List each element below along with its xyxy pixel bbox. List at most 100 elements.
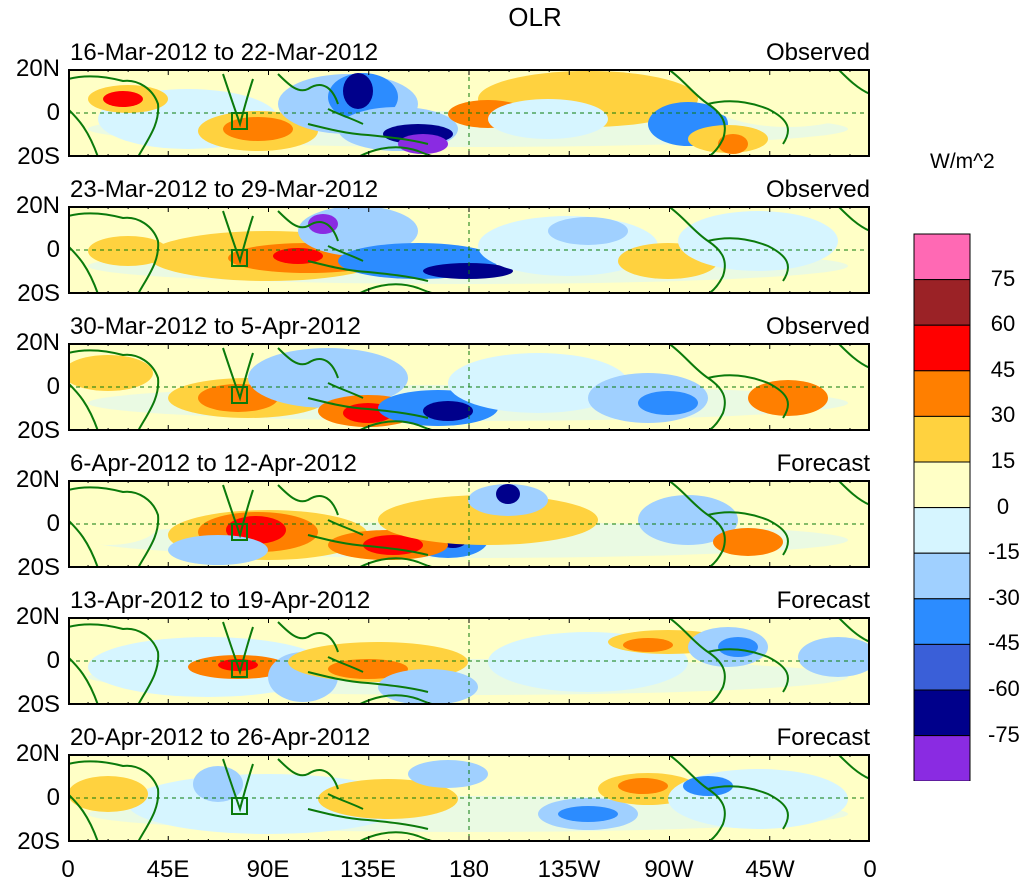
coastline-segment [837, 69, 870, 95]
coastline-segment [277, 484, 339, 516]
coastline-segment [837, 754, 870, 780]
panel-status-label: Forecast [776, 724, 870, 751]
olr-anomaly-contour [713, 528, 783, 556]
coastline-segment [68, 760, 160, 842]
latitude-label: 20N [15, 603, 60, 630]
coastline-segment [222, 347, 254, 402]
coastline-segment [707, 374, 789, 419]
panel-period-label: 23-Mar-2012 to 29-Mar-2012 [70, 176, 379, 203]
longitude-label: 0 [61, 856, 75, 883]
coastline-segment [222, 73, 254, 128]
panel-period-label: 13-Apr-2012 to 19-Apr-2012 [70, 587, 371, 614]
region-box-marker [231, 112, 248, 130]
coastline-segment [68, 108, 99, 157]
coastline-segment [707, 511, 789, 556]
colorbar-tick-label: 0 [996, 493, 1010, 519]
latitude-label: 0 [46, 647, 60, 674]
olr-map [68, 206, 870, 294]
latitude-label: 20S [17, 691, 60, 718]
olr-anomaly-contour [423, 263, 513, 279]
coastline-segment [837, 206, 870, 232]
coastline-segment [68, 382, 99, 431]
olr-anomaly-contour [718, 134, 748, 154]
region-box-marker [231, 386, 248, 404]
coastline-segment [837, 343, 870, 369]
olr-anomaly-contour [638, 495, 738, 545]
coastline-segment [68, 623, 160, 705]
colorbar-swatch [913, 279, 971, 326]
coastline-segment [327, 656, 364, 673]
latitude-label: 0 [46, 510, 60, 537]
coastline-segment [307, 671, 429, 693]
coastline-segment [707, 648, 789, 693]
longitude-label: 90E [246, 856, 290, 883]
olr-anomaly-contour [408, 760, 488, 788]
coastline-segment [68, 519, 99, 568]
olr-anomaly-contour [496, 484, 520, 504]
coastline-segment [68, 486, 160, 568]
coastline-segment [68, 75, 160, 157]
coastline-segment [667, 206, 726, 294]
coastline-segment [277, 621, 339, 653]
panel-period-label: 16-Mar-2012 to 22-Mar-2012 [70, 39, 379, 66]
coastline-segment [222, 758, 254, 813]
colorbar-swatch [913, 324, 971, 372]
colorbar-swatch [913, 552, 971, 600]
longitude-label: 45W [745, 856, 795, 883]
olr-anomaly-contour [398, 134, 448, 154]
olr-anomaly-contour [488, 99, 608, 139]
olr-panel-3: 30-Mar-2012 to 5-Apr-2012 Observed [68, 313, 870, 431]
coastline-segment [667, 754, 726, 842]
coastline-segment [307, 260, 429, 282]
coastline-segment [68, 656, 99, 705]
olr-anomaly-contour [68, 505, 158, 545]
longitude-label: 0 [863, 856, 877, 883]
coastline-segment [277, 73, 339, 105]
olr-panel-2: 23-Mar-2012 to 29-Mar-2012 Observed [68, 176, 870, 294]
longitude-label: 135E [339, 856, 397, 883]
olr-anomaly-contour [683, 776, 733, 796]
longitude-label: 180 [448, 856, 490, 883]
olr-anomaly-contour [378, 669, 478, 705]
coastline-segment [707, 100, 789, 145]
olr-map [68, 343, 870, 431]
colorbar-swatch [913, 233, 971, 281]
colorbar-tick-label: 30 [990, 402, 1016, 428]
latitude-label: 0 [46, 236, 60, 263]
region-box-marker [231, 660, 248, 678]
olr-anomaly-contour [328, 659, 408, 679]
olr-anomaly-contour [638, 391, 698, 415]
olr-anomaly-contour [748, 380, 828, 416]
longitude-label: 135W [537, 856, 601, 883]
colorbar-tick-label: -45 [988, 630, 1020, 656]
region-box-marker [231, 523, 248, 541]
colorbar-swatch [913, 507, 971, 554]
coastline-segment [707, 785, 789, 830]
olr-anomaly-contour [103, 91, 143, 107]
latitude-label: 0 [46, 99, 60, 126]
olr-map [68, 617, 870, 705]
olr-anomaly-contour [798, 637, 870, 677]
region-box-marker [231, 797, 248, 815]
coastline-segment [222, 484, 254, 539]
latitude-label: 20N [15, 329, 60, 356]
coastline-segment [667, 480, 726, 568]
latitude-label: 20N [15, 466, 60, 493]
colorbar-units-label: W/m^2 [930, 150, 995, 173]
olr-anomaly-contour [448, 353, 628, 413]
olr-anomaly-contour [618, 778, 668, 794]
olr-panel-6: 20-Apr-2012 to 26-Apr-2012 Forecast [68, 724, 870, 842]
olr-map [68, 69, 870, 157]
olr-anomaly-contour [678, 211, 838, 271]
coastline-segment [68, 212, 160, 294]
olr-anomaly-contour [68, 776, 148, 812]
coastline-segment [307, 397, 429, 419]
colorbar-tick-label: -30 [988, 584, 1020, 610]
colorbar [913, 233, 971, 781]
colorbar-tick-label: -15 [988, 539, 1020, 565]
colorbar-tick-label: 45 [990, 356, 1016, 382]
coastline-segment [68, 793, 99, 842]
coastline-segment [277, 758, 339, 790]
coastline-segment [307, 123, 429, 145]
olr-anomaly-contour [88, 236, 168, 266]
